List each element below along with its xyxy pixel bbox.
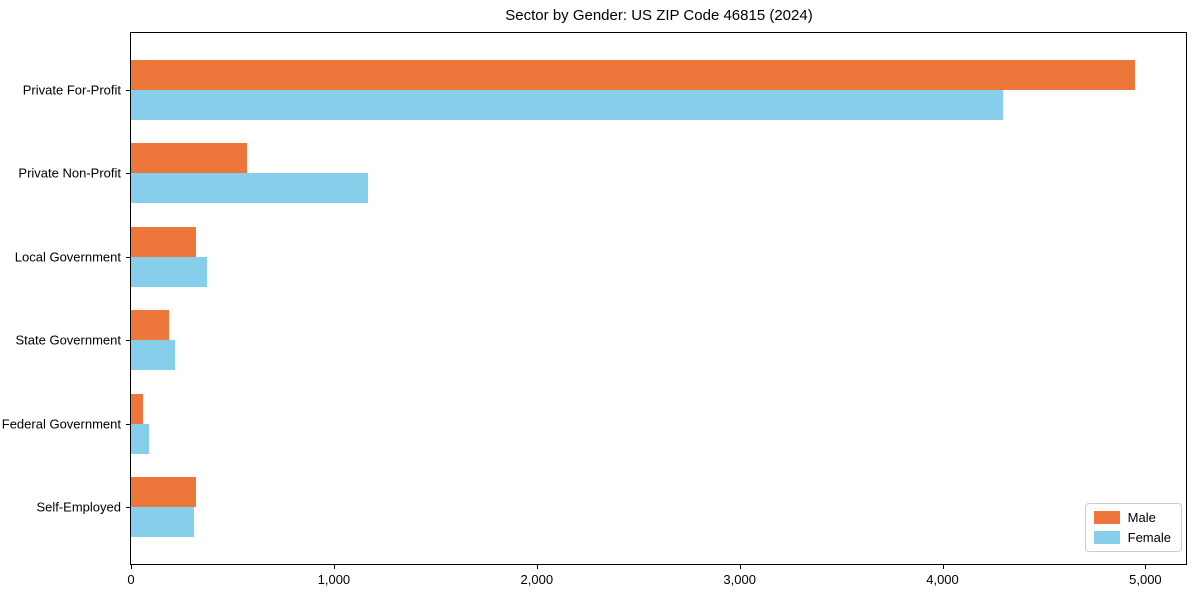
y-tick-3 [126, 340, 130, 342]
category-label-0: Private For-Profit [22, 82, 121, 98]
y-tick-5 [126, 507, 130, 508]
legend-item-female: Female [1093, 530, 1171, 545]
male-legend-swatch [1093, 511, 1120, 524]
x-tick-0 [131, 565, 132, 569]
bar-male-4 [131, 393, 144, 424]
bar-male-5 [131, 477, 196, 507]
y-tick-2 [126, 256, 130, 258]
female-legend-swatch [1093, 531, 1120, 544]
x-tick-label-1: 1,000 [317, 572, 351, 587]
y-tick-4 [126, 423, 130, 425]
category-label-1: Private Non-Profit [18, 165, 121, 181]
bar-female-5 [131, 507, 194, 537]
bar-female-0 [131, 90, 1004, 120]
category-label-4: Federal Government [1, 416, 121, 432]
chart-title: Sector by Gender: US ZIP Code 46815 (202… [505, 7, 813, 24]
x-tick-5 [1145, 565, 1147, 569]
bar-male-1 [131, 143, 247, 174]
x-tick-2 [536, 565, 538, 569]
x-axis: 0 1,000 2,000 3,000 4,000 5,000 [127, 565, 1187, 599]
x-tick-label-5: 5,000 [1129, 572, 1162, 587]
bar-male-0 [131, 60, 1136, 90]
category-label-5: Self-Employed [36, 499, 121, 515]
plot-area: Male Female [130, 32, 1187, 565]
bars-layer [131, 33, 1186, 564]
bar-male-3 [131, 310, 169, 341]
category-label-3: State Government [15, 332, 122, 348]
x-tick-1 [333, 565, 335, 569]
bar-female-2 [131, 256, 208, 287]
bar-male-2 [131, 226, 196, 257]
y-tick-1 [126, 173, 130, 175]
x-tick-4 [942, 565, 944, 569]
legend-item-male: Male [1093, 510, 1171, 525]
x-tick-label-0: 0 [127, 572, 135, 587]
x-tick-label-3: 3,000 [723, 572, 756, 587]
bar-female-1 [131, 173, 369, 204]
female-legend-label: Female [1127, 530, 1171, 545]
y-axis: Private For-Profit Private Non-Profit Loca… [0, 32, 130, 565]
x-tick-3 [739, 565, 741, 569]
male-legend-label: Male [1127, 510, 1156, 525]
x-tick-label-2: 2,000 [520, 572, 554, 587]
legend: Male Female [1084, 503, 1182, 552]
bar-female-3 [131, 340, 175, 371]
x-tick-label-4: 4,000 [926, 572, 959, 587]
y-tick-0 [126, 90, 130, 91]
category-label-2: Local Government [14, 249, 121, 265]
bar-female-4 [131, 423, 150, 454]
